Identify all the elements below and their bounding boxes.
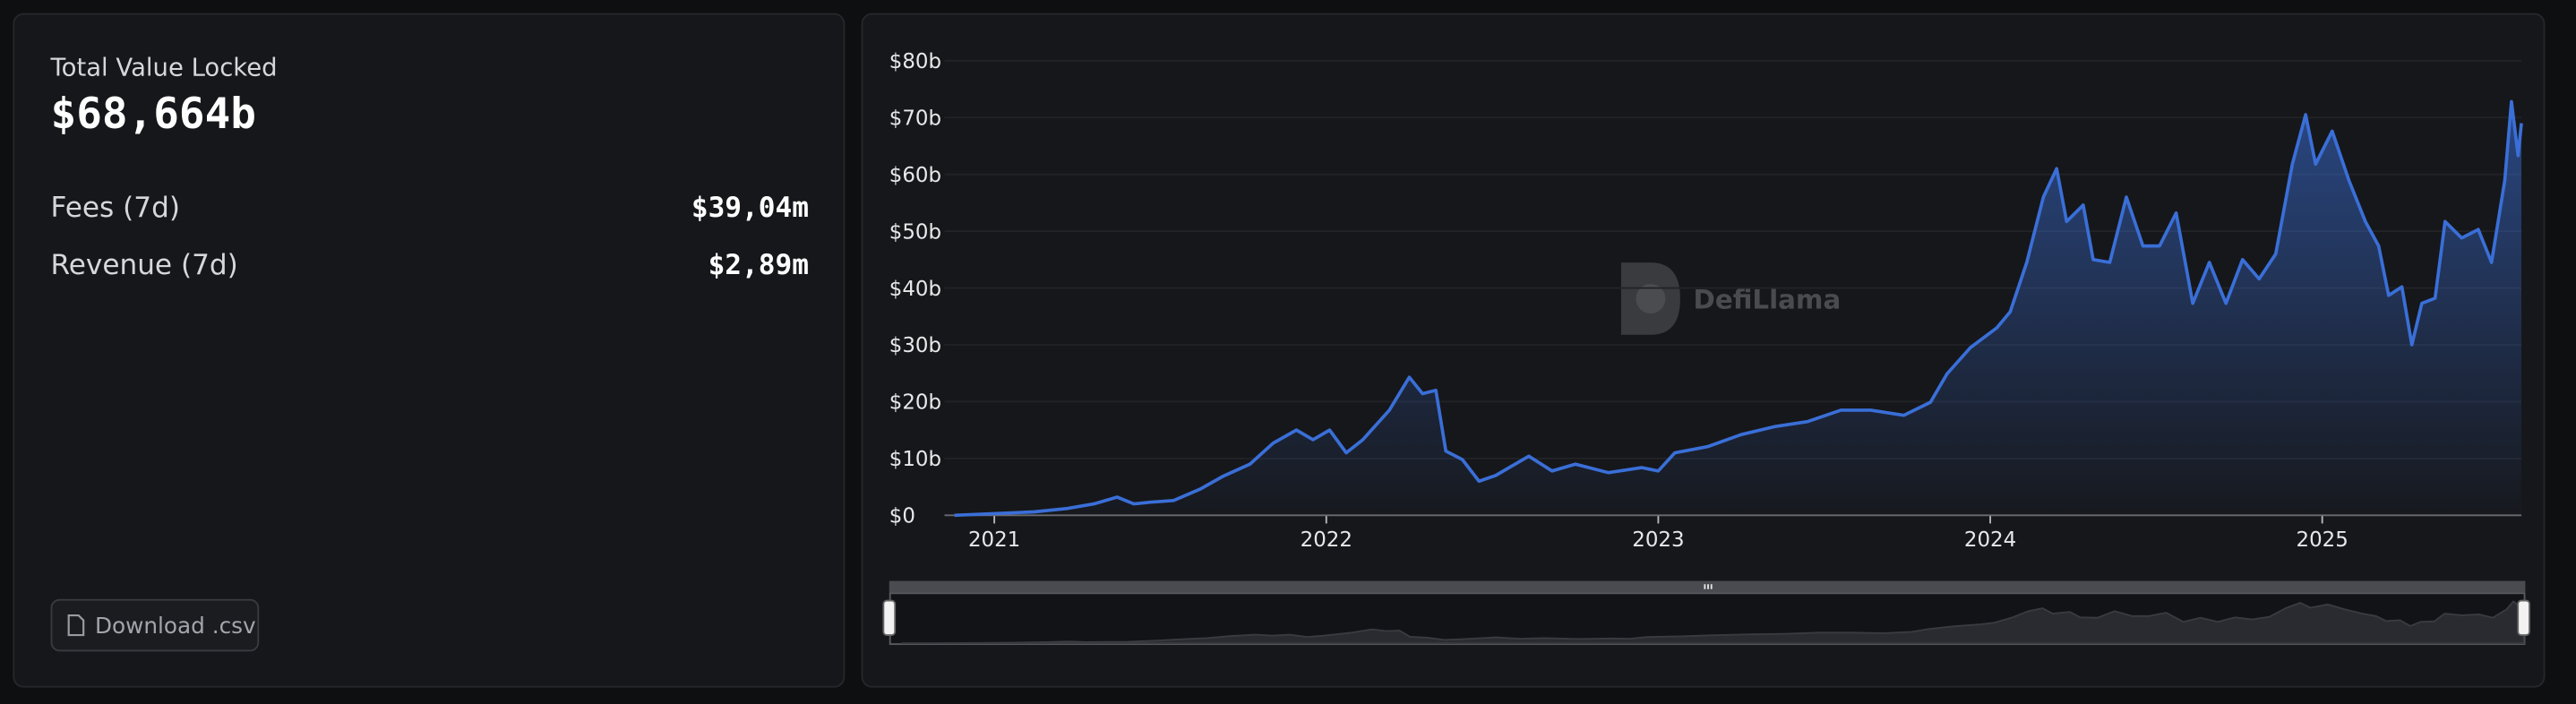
watermark-logo-eye (1636, 283, 1666, 313)
y-tick-label: $50b (889, 220, 941, 244)
y-tick-label: $80b (889, 50, 941, 73)
area (954, 101, 2522, 516)
x-tick-label: 2024 (1964, 528, 2016, 552)
summary-panel (13, 13, 846, 688)
y-tick-label: $10b (889, 448, 941, 471)
y-tick-label: $20b (889, 391, 941, 415)
button-label[interactable]: Download .csv (95, 613, 256, 639)
x-tick-label: 2022 (1301, 528, 1352, 552)
y-tick-label: $70b (889, 107, 941, 130)
navigator-area (901, 600, 2525, 645)
row-value: $2,89m (708, 249, 809, 281)
watermark-text: DefiLlama (1694, 284, 1842, 314)
row-label: Fees (7d) (51, 192, 180, 224)
y-tick-label: $0 (889, 505, 915, 528)
x-tick-label: 2023 (1632, 528, 1684, 552)
download-button[interactable]: Download .csv (50, 598, 260, 652)
x-tick-label: 2025 (2297, 528, 2348, 552)
y-tick-label: $60b (889, 164, 941, 187)
tvl-value: $68,664b (51, 90, 256, 139)
tvl-label: Total Value Locked (50, 53, 278, 82)
navigator-handle[interactable] (882, 599, 897, 636)
y-tick-label: $40b (889, 278, 941, 301)
button-frame[interactable] (50, 598, 260, 652)
row-value: $39,04m (691, 192, 809, 224)
row-label: Revenue (7d) (51, 249, 238, 281)
file-icon (67, 614, 85, 637)
chart-panel (861, 13, 2546, 688)
x-tick-label: 2021 (968, 528, 1020, 552)
watermark: DefiLlama (1620, 262, 1842, 335)
line (954, 99, 2523, 518)
navigator-grip[interactable] (1704, 584, 1713, 589)
y-tick-label: $30b (889, 334, 941, 357)
navigator-handle[interactable] (2517, 599, 2530, 636)
